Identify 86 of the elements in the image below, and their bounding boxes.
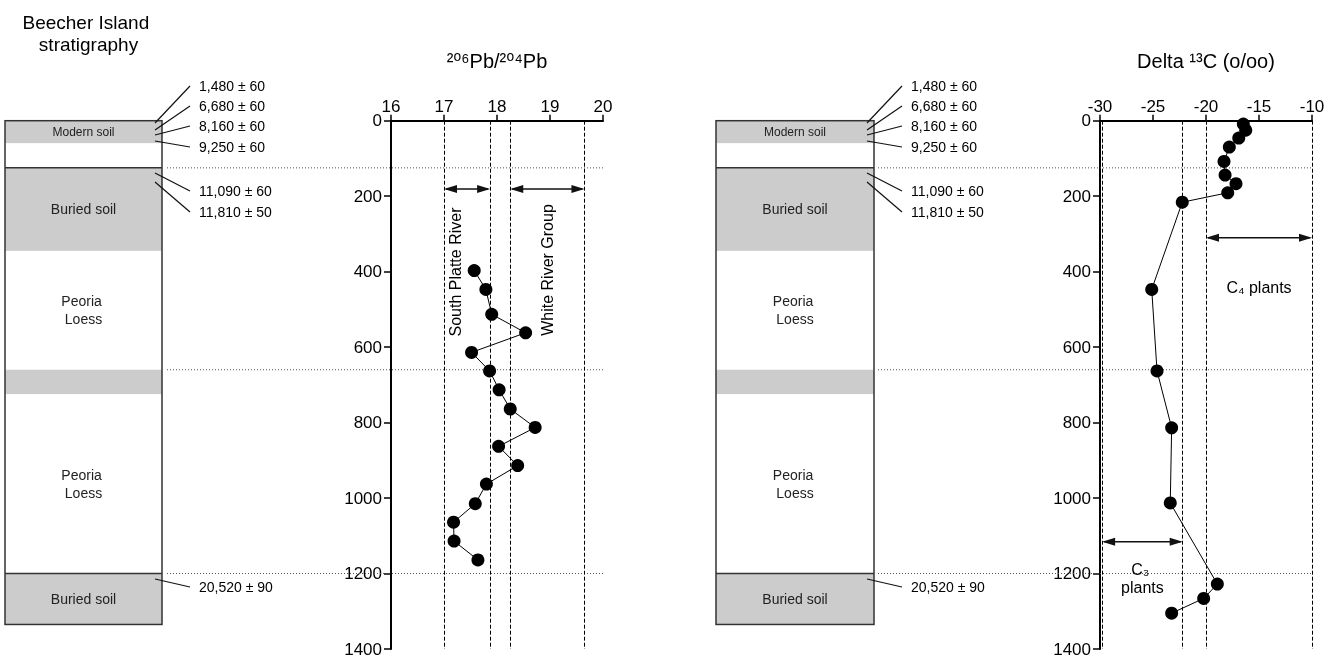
point: [447, 534, 461, 548]
point: [479, 282, 493, 296]
text: 8,160 ± 60: [911, 118, 978, 134]
text: Beecher Island stratigraphy: [22, 11, 155, 55]
point: [483, 364, 497, 378]
y-tick-label: 1200: [1053, 564, 1091, 584]
annotation: White River Group: [538, 204, 556, 336]
point: [492, 439, 506, 453]
y-tick-label: 1200: [344, 564, 382, 584]
point: [1163, 496, 1177, 510]
x-tick-label: 17: [434, 96, 454, 116]
point: [471, 553, 485, 567]
point: [1165, 606, 1179, 620]
y-tick-label: 0: [372, 111, 382, 131]
text: Modern soil: [763, 125, 827, 140]
x-tick-label: 16: [381, 96, 401, 116]
point: [511, 459, 525, 473]
text: Peoria Loess: [61, 293, 106, 328]
y-tick-label: 600: [1062, 337, 1091, 357]
annotation: C₄ plants: [1226, 278, 1292, 296]
point: [1150, 364, 1164, 378]
point: [1217, 154, 1231, 168]
point: [468, 497, 482, 511]
point: [1197, 591, 1211, 605]
x-tick-label: -25: [1140, 96, 1166, 116]
text: Buried soil: [50, 590, 117, 607]
y-tick-label: 1000: [344, 488, 382, 508]
text: 1,480 ± 60: [911, 78, 978, 94]
y-tick-label: 400: [1062, 262, 1091, 282]
point: [447, 515, 461, 529]
x-tick-label: -20: [1193, 96, 1219, 116]
y-tick-label: 1000: [1053, 488, 1091, 508]
point: [1229, 177, 1243, 191]
text: Buried soil: [762, 590, 828, 607]
text: Buried soil: [50, 201, 117, 218]
x-tick-label: 18: [487, 96, 507, 116]
x-tick-label: -15: [1246, 96, 1272, 116]
text: 6,680 ± 60: [199, 98, 266, 114]
text: 9,250 ± 60: [911, 139, 978, 155]
y-tick-label: 0: [1081, 111, 1091, 131]
text: Buried soil: [762, 201, 828, 218]
point: [1222, 140, 1236, 154]
point: [1232, 131, 1246, 145]
y-tick-label: 200: [353, 186, 382, 206]
y-tick-label: 800: [1062, 413, 1091, 433]
point: [492, 383, 506, 397]
text: 9,250 ± 60: [199, 139, 266, 155]
x-tick-label: -10: [1299, 96, 1325, 116]
y-tick-label: 800: [353, 413, 382, 433]
y-tick-label: 1400: [1053, 639, 1091, 659]
point: [1221, 186, 1235, 200]
y-tick-label: 1400: [344, 639, 382, 659]
text: Peoria Loess: [772, 466, 818, 501]
point: [1165, 421, 1179, 435]
text: 1,480 ± 60: [199, 78, 266, 94]
text: 6,680 ± 60: [911, 98, 978, 114]
point: [528, 420, 542, 434]
x-axis-title: Delta ¹³C (o/oo): [1137, 49, 1275, 72]
text: Peoria Loess: [61, 466, 106, 501]
text: 11,810 ± 50: [911, 204, 985, 220]
point: [1175, 195, 1189, 209]
text: 20,520 ± 90: [911, 579, 986, 595]
text: Modern soil: [52, 125, 115, 140]
x-tick-label: 19: [540, 96, 560, 116]
point: [519, 326, 533, 340]
y-tick-label: 600: [353, 337, 382, 357]
text: 11,090 ± 60: [199, 183, 273, 199]
point: [1210, 577, 1224, 591]
point: [479, 477, 493, 491]
text: 20,520 ± 90: [199, 579, 274, 595]
text: 11,090 ± 60: [911, 183, 985, 199]
point: [465, 345, 479, 359]
x-tick-label: 20: [593, 96, 613, 116]
point: [1145, 282, 1159, 296]
text: 11,810 ± 50: [199, 204, 273, 220]
annotation: C₃ plants: [1121, 560, 1164, 596]
point: [485, 307, 499, 321]
y-tick-label: 200: [1062, 186, 1091, 206]
x-axis-title: ²⁰⁶Pb/²⁰⁴Pb: [446, 49, 548, 72]
text: 8,160 ± 60: [199, 118, 266, 134]
point: [467, 264, 481, 278]
point: [503, 402, 517, 416]
annotation: South Platte River: [446, 206, 464, 337]
y-tick-label: 400: [353, 262, 382, 282]
text: Peoria Loess: [772, 293, 818, 328]
point: [1218, 168, 1232, 182]
